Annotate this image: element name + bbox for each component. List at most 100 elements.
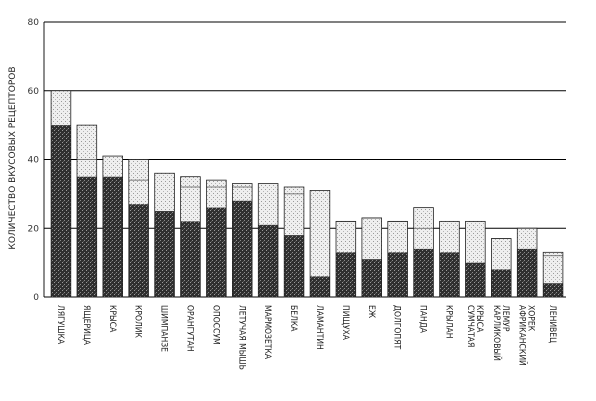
x-category-label: КРЫЛАН [443, 305, 453, 339]
y-axis-ticks: 0 20 40 60 80 [28, 18, 40, 303]
bar-outline [180, 176, 201, 298]
x-category-label: ЛЕТУЧАЯ МЫШЬ [236, 305, 246, 370]
bar-outline [283, 186, 305, 298]
bar-segment-dark [387, 252, 408, 297]
bar-outline [257, 183, 279, 298]
x-category-label: СУМЧАТАЯКРЫСА [465, 305, 484, 347]
bar-segment-dark [543, 283, 563, 297]
bar-segment-light [154, 173, 175, 212]
bar-segment-dark [154, 211, 175, 297]
x-category-label: КАРЛИКОВЫЙЛЕМУР [491, 305, 510, 361]
x-category-label: ЛЕНИВЕЦ [547, 305, 557, 343]
bar-2 [102, 155, 123, 298]
bar-segment-light [336, 221, 356, 253]
bar-outline [102, 155, 123, 298]
x-axis-labels: ЛЯГУШКА ЯЩЕРИЦА КРЫСА КРОЛИК ШИМПАНЗЕ ОРАНГУТ… [55, 305, 557, 370]
x-category-label: ЛЯГУШКА [55, 305, 65, 345]
x-category-label: ПАНДА [418, 305, 428, 334]
bar-5 [180, 176, 201, 298]
bar-0 [50, 90, 72, 298]
bar-segment-light [51, 90, 71, 126]
bar-9 [283, 186, 305, 298]
bar-outline [309, 190, 331, 298]
bar-segment-dark [284, 235, 304, 297]
bar-segment-light [284, 187, 304, 236]
bar-segment-dark [361, 259, 382, 297]
bar-14 [413, 207, 434, 298]
bar-segment-dark [51, 125, 71, 297]
bar-segment-light [491, 238, 512, 270]
bar-outline [335, 220, 357, 298]
bar-segment-light [180, 176, 201, 222]
bar-segment-dark [517, 248, 537, 297]
bar-outline [413, 207, 434, 298]
x-category-label: КРЫСА [107, 305, 117, 333]
bar-16 [465, 220, 486, 298]
bar-outline [516, 227, 538, 298]
bar-3 [128, 159, 149, 298]
bar-segment-light [206, 180, 227, 208]
bar-segment-dark [77, 176, 97, 297]
bar-segment-dark [439, 252, 460, 297]
x-category-label: ЯЩЕРИЦА [81, 305, 91, 346]
bar-segment-light [387, 221, 408, 253]
x-category-label: ДОЛГОПЯТ [392, 305, 402, 349]
bar-segment-dark [128, 204, 149, 297]
bar-segment-dark [258, 224, 278, 297]
bar-10 [309, 190, 331, 298]
bar-outline [361, 217, 382, 298]
bar-segment-light [361, 217, 382, 260]
bar-outline [76, 124, 98, 298]
y-tick-label: 80 [28, 18, 40, 28]
bar-segment-dark [336, 252, 356, 297]
x-category-label: ЕЖ [366, 305, 376, 319]
y-tick-label: 0 [33, 293, 39, 303]
bar-19 [542, 251, 564, 298]
bar-segment-dark [232, 200, 253, 297]
bar-4 [154, 172, 175, 298]
bar-segment-light [310, 190, 330, 277]
y-tick-label: 60 [28, 87, 40, 97]
bar-segment-light [439, 221, 460, 253]
bar-17 [491, 238, 512, 298]
bar-15 [439, 220, 460, 298]
bar-6 [206, 179, 227, 298]
x-category-label: МАРМОЗЕТКА [262, 305, 272, 360]
bar-18 [516, 227, 538, 298]
bar-segment-light [102, 156, 123, 177]
bar-outline [465, 220, 486, 298]
bar-outline [439, 220, 460, 298]
bar-outline [128, 159, 149, 298]
bar-outline [154, 172, 175, 298]
bar-outline [542, 251, 564, 298]
x-category-label: АФРИКАНСКИЙХОРЕК [517, 305, 536, 366]
bar-12 [361, 217, 382, 298]
bar-segment-light [517, 228, 537, 249]
bar-segment-dark [206, 207, 227, 297]
bar-segment-light [77, 125, 97, 177]
x-category-label: ПИЩУХА [340, 305, 350, 341]
bar-segment-dark [413, 248, 434, 297]
bar-outline [491, 238, 512, 298]
bar-outline [387, 220, 408, 298]
x-category-label: ЛАМАНТИН [314, 305, 324, 350]
x-category-label: КРОЛИК [133, 305, 143, 339]
bar-segment-dark [310, 276, 330, 297]
y-tick-label: 20 [28, 224, 40, 234]
bar-segment-light [232, 183, 253, 201]
bar-segment-dark [491, 269, 512, 297]
x-category-label: ОРАНГУТАН [184, 305, 194, 352]
bar-outline [232, 183, 253, 298]
y-tick-label: 40 [28, 156, 40, 166]
bars [50, 90, 564, 298]
bar-segment-light [543, 252, 563, 284]
bar-segment-light [128, 159, 149, 205]
bar-segment-dark [180, 221, 201, 297]
bar-segment-dark [465, 262, 486, 297]
x-category-label: ОПОССУМ [210, 305, 220, 345]
bar-outline [50, 90, 72, 298]
bar-segment-dark [102, 176, 123, 297]
bar-7 [232, 183, 253, 298]
bar-8 [257, 183, 279, 298]
x-category-label: БЕЛКА [288, 305, 298, 332]
